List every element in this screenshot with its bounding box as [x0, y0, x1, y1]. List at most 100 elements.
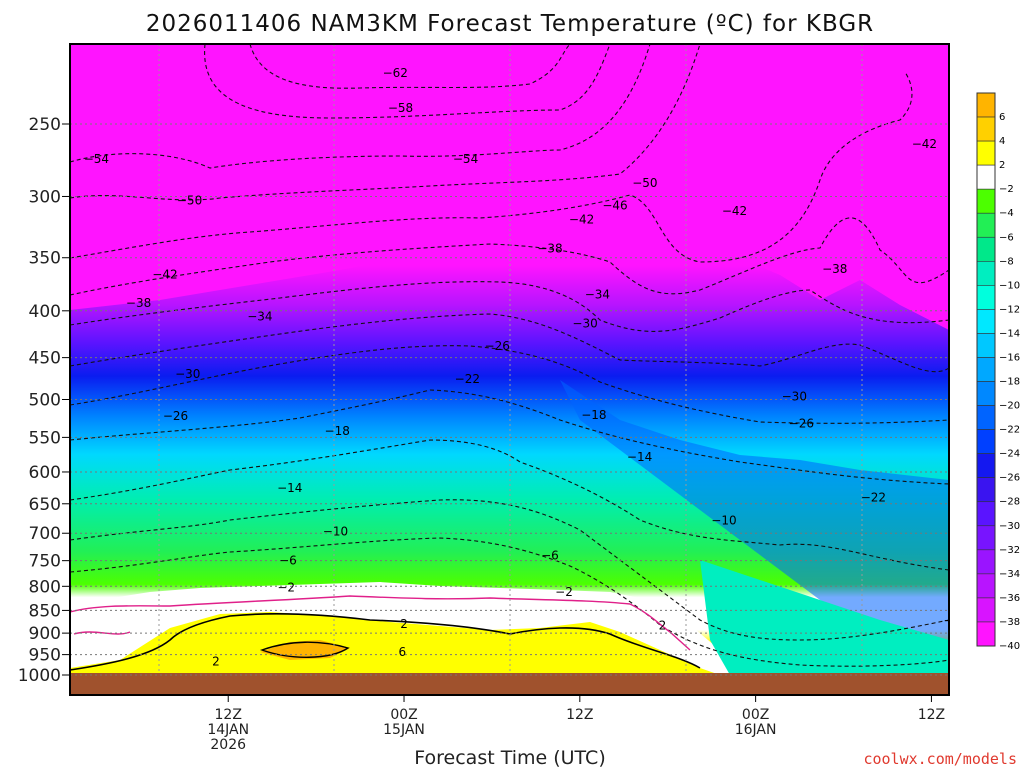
- contour-label: −14: [277, 481, 302, 495]
- contour-label: −42: [912, 137, 937, 151]
- y-tick-label: 550: [29, 428, 61, 448]
- contour-labels: −62−58−54 −54−50−50−46−42−42−42−42−38−38−…: [84, 66, 968, 669]
- colorbar-label: −16: [999, 352, 1020, 363]
- x-tick-label: 14JAN: [207, 722, 249, 738]
- colorbar-cell: [976, 309, 996, 334]
- colorbar-cell: [976, 525, 996, 551]
- contour-label: −18: [581, 408, 606, 422]
- x-axis-label: Forecast Time (UTC): [414, 747, 605, 768]
- y-tick-label: 400: [29, 302, 61, 322]
- colorbar-label: −6: [999, 232, 1014, 243]
- plot-area: −62−58−54 −54−50−50−46−42−42−42−42−38−38−…: [70, 44, 968, 695]
- pressure-axis: 250 300 350 400 450 500 550 600 650 700 750 800 850 9…: [18, 115, 70, 686]
- y-tick-label: 700: [29, 524, 61, 544]
- colorbar-cell: [976, 405, 996, 430]
- colorbar-label: 6: [999, 112, 1005, 123]
- colorbar-frame: [976, 92, 996, 647]
- contour-label: 2: [659, 619, 667, 633]
- colorbar-label: −40: [999, 641, 1020, 652]
- x-tick-label: 12Z: [215, 707, 242, 723]
- two-degree-line: [70, 613, 701, 671]
- colorbar-cell: [976, 381, 996, 406]
- isotherm-line: [70, 499, 949, 641]
- y-tick-label: 300: [29, 187, 61, 207]
- colorbar-cell: [976, 333, 996, 358]
- y-tick-label: 800: [29, 577, 61, 597]
- contour-label: −58: [388, 101, 413, 115]
- colorbar-cell: [976, 621, 996, 647]
- isotherm-line: [70, 44, 701, 201]
- colorbar-cell: [976, 116, 996, 142]
- colorbar-label: −18: [999, 377, 1020, 388]
- contour-label: −22: [861, 491, 886, 505]
- colorbar-label: −26: [999, 473, 1020, 484]
- colorbar-label: −28: [999, 497, 1020, 508]
- contour-label: −18: [943, 614, 968, 628]
- y-tick-label: 900: [29, 624, 61, 644]
- contour-label: −30: [782, 389, 807, 403]
- colorbar-cell: [976, 261, 996, 286]
- colorbar-label: −38: [999, 617, 1020, 628]
- contour-label: −10: [711, 514, 736, 528]
- contour-label: −26: [789, 416, 814, 430]
- contour-label: −38: [822, 262, 847, 276]
- colorbar-cell: [976, 429, 996, 454]
- chart-title: 2026011406 NAM3KM Forecast Temperature (…: [146, 11, 874, 37]
- contour-label: −50: [177, 193, 202, 207]
- isotherm-line: [70, 71, 913, 263]
- contour-label: −54: [453, 152, 478, 166]
- contour-label: −30: [175, 367, 200, 381]
- x-tick-label: 00Z: [390, 707, 417, 723]
- x-tick-label: 00Z: [742, 707, 769, 723]
- colorbar-cell: [976, 549, 996, 575]
- colorbar-label: −4: [999, 208, 1014, 219]
- y-tick-label: 600: [29, 463, 61, 483]
- isotherm-line: [70, 217, 949, 296]
- contour-label: −10: [323, 525, 348, 539]
- colorbar-label: −30: [999, 521, 1020, 532]
- contour-label: 6: [398, 645, 406, 659]
- isotherm-line: [70, 281, 949, 332]
- contour-label: −38: [126, 296, 151, 310]
- isotherm-line: [70, 44, 651, 169]
- contour-label: −22: [455, 372, 480, 386]
- contour-label: −14: [627, 450, 652, 464]
- colorbar-label: −36: [999, 593, 1020, 604]
- contour-label: −38: [537, 242, 562, 256]
- x-tick-label: 12Z: [918, 707, 945, 723]
- contour-label: −54: [84, 152, 109, 166]
- isotherm-line: [70, 439, 949, 571]
- contour-label: −2: [277, 580, 295, 594]
- colorbar-cell: [976, 597, 996, 623]
- contour-label: −34: [247, 310, 272, 324]
- contour-label: −42: [152, 267, 177, 281]
- colorbar-label: 2: [999, 160, 1005, 171]
- colorbar-cell: [976, 573, 996, 599]
- colorbar-cell: [976, 477, 996, 503]
- colorbar-label: −34: [999, 569, 1020, 580]
- colorbar-cell: [976, 453, 996, 478]
- contour-label: −26: [163, 409, 188, 423]
- contour-label: −18: [325, 424, 350, 438]
- freezing-level-line: [70, 595, 691, 651]
- y-tick-label: 450: [29, 349, 61, 369]
- colorbar-label: −10: [999, 280, 1020, 291]
- colorbar-cell: [976, 92, 996, 118]
- contour-label: −42: [722, 204, 747, 218]
- plot-frame: [69, 43, 950, 696]
- contour-label: 2: [212, 655, 220, 669]
- y-tick-label: 750: [29, 552, 61, 572]
- ground-surface: [70, 673, 949, 695]
- colorbar-cell: [976, 164, 996, 190]
- contour-label: −42: [569, 213, 594, 227]
- late-cold-mid-region: [560, 380, 949, 640]
- isotherm-line: [70, 389, 949, 485]
- isotherm-line: [70, 345, 949, 424]
- colorbar-label: −8: [999, 256, 1014, 267]
- colorbar-label: 4: [999, 136, 1005, 147]
- colorbar-cell: [976, 212, 996, 238]
- x-tick-label: 12Z: [566, 707, 593, 723]
- isotherm-line: [70, 313, 949, 373]
- contour-label: −62: [383, 66, 408, 80]
